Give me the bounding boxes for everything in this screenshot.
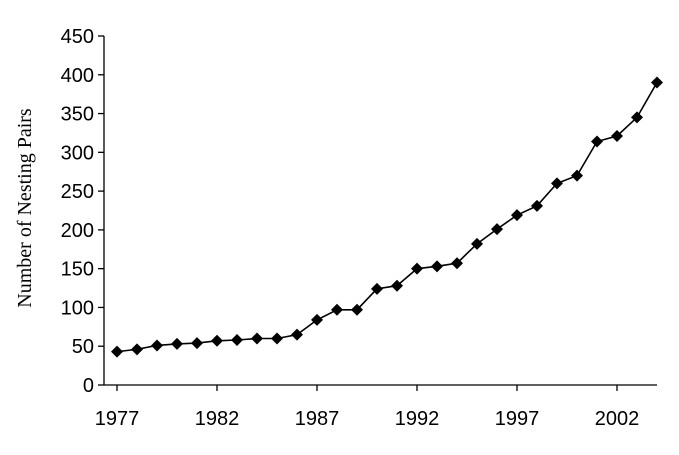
axes	[103, 36, 657, 386]
data-point	[631, 111, 643, 124]
data-point	[131, 343, 143, 356]
data-point	[251, 332, 263, 345]
x-tick-label: 1997	[495, 408, 540, 430]
data-point	[511, 209, 523, 222]
data-point	[591, 135, 603, 148]
data-point	[371, 282, 383, 295]
x-tick-label: 1982	[195, 408, 240, 430]
data-point	[171, 337, 183, 350]
data-point	[351, 303, 363, 316]
series-line	[116, 82, 658, 353]
y-tick-label: 250	[61, 181, 94, 203]
data-point	[211, 334, 223, 347]
data-point	[311, 313, 323, 326]
data-point	[391, 279, 403, 292]
data-point	[291, 328, 303, 341]
data-point	[191, 337, 203, 350]
data-point	[411, 262, 423, 275]
y-tick-label: 0	[83, 375, 94, 397]
data-point	[151, 339, 163, 352]
y-tick-label: 100	[61, 297, 94, 319]
y-tick-label: 200	[61, 220, 94, 242]
y-tick-label: 350	[61, 104, 94, 126]
data-point	[451, 257, 463, 270]
x-tick-label: 1977	[95, 408, 140, 430]
data-point	[431, 260, 443, 273]
data-point	[611, 130, 623, 143]
y-tick-label: 450	[61, 26, 94, 48]
x-axis-ticks: 1977 1982 1987 1992 1997 2002	[95, 385, 640, 430]
data-markers	[111, 76, 663, 358]
data-point	[651, 76, 663, 89]
y-tick-label: 400	[61, 65, 94, 87]
x-tick-label: 2002	[595, 408, 640, 430]
y-tick-label: 50	[72, 336, 94, 358]
data-point	[471, 237, 483, 250]
data-point	[571, 169, 583, 182]
x-tick-label: 1987	[295, 408, 340, 430]
data-point	[551, 177, 563, 190]
y-tick-label: 150	[61, 259, 94, 281]
data-point	[111, 345, 123, 358]
x-tick-label: 1992	[395, 408, 440, 430]
data-point	[531, 199, 543, 212]
y-tick-label: 300	[61, 142, 94, 164]
data-point	[331, 303, 343, 316]
data-point	[491, 223, 503, 236]
data-point	[231, 334, 243, 347]
y-axis-ticks: 0 50 100 150 200 250 300 350 400 450	[61, 26, 104, 397]
y-axis-title: Number of Nesting Pairs	[14, 108, 36, 308]
data-point	[271, 332, 283, 345]
